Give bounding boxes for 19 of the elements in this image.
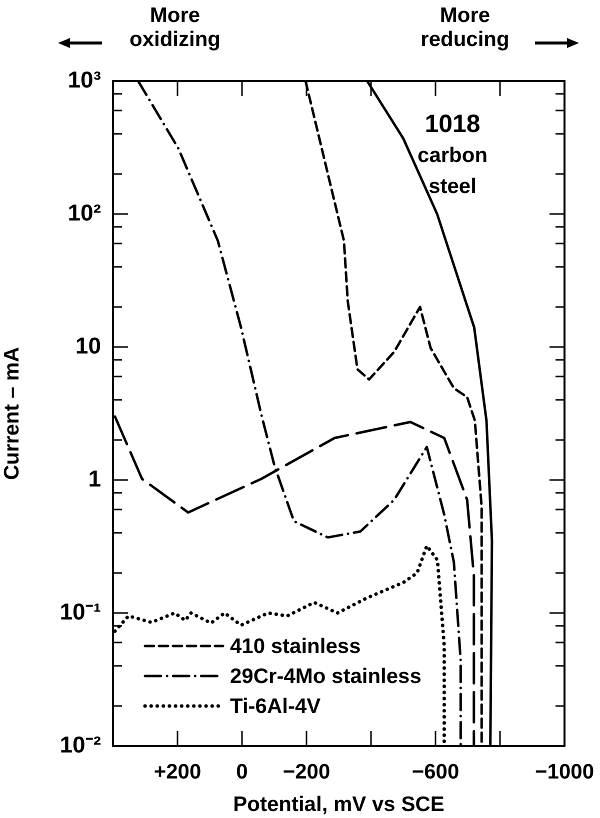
y-tick-label: 10⁻¹ (60, 598, 101, 624)
legend-label: 410 stainless (230, 634, 361, 658)
y-tick-label: 10 (75, 332, 101, 358)
x-tick-label: +200 (154, 760, 202, 784)
text: More oxidizing (128, 4, 222, 52)
x-axis-title: Potential, mV vs SCE (233, 793, 444, 816)
y-axis-title: Current – mA (0, 346, 24, 480)
legend-label: Ti-6Al-4V (230, 694, 321, 718)
y-tick-label: 10² (68, 199, 102, 226)
y-tick-label: 1 (88, 465, 102, 492)
x-tick-label: −200 (282, 760, 330, 784)
y-tick-label: 10⁻² (60, 731, 102, 758)
x-tick-label: −1000 (535, 760, 594, 784)
x-tick-label: −600 (412, 760, 460, 784)
x-tick-label: 0 (236, 760, 248, 784)
legend-label: 29Cr-4Mo stainless (230, 664, 422, 688)
y-tick-label: 10³ (68, 66, 102, 92)
text: More reducing (420, 4, 510, 52)
annotation: 1018 carbon steel (418, 110, 488, 198)
